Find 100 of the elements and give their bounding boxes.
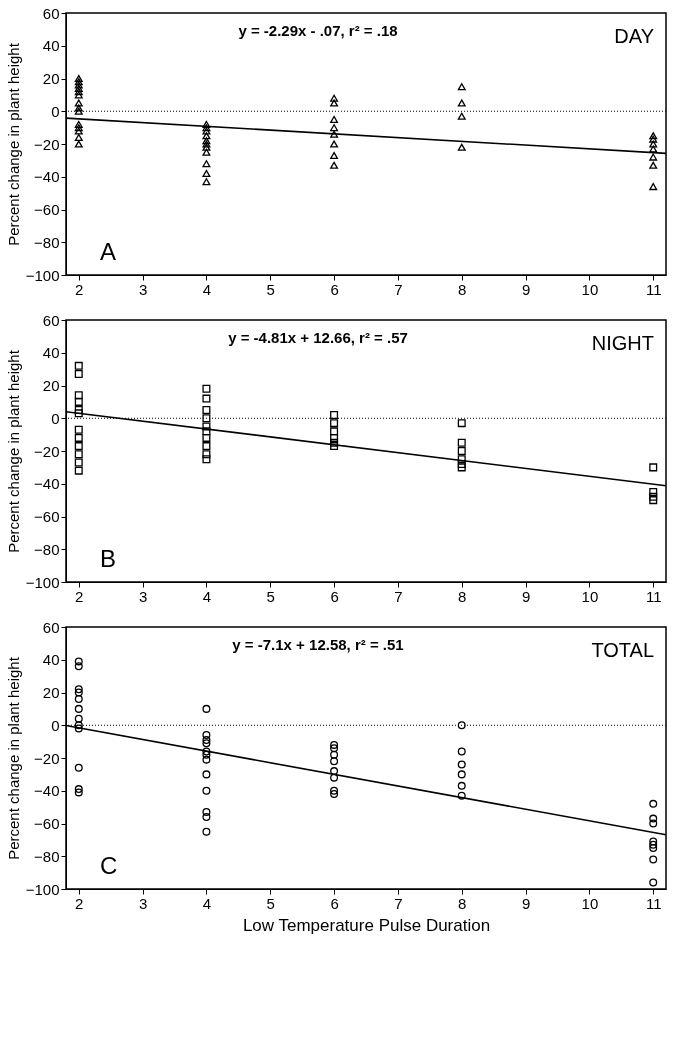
point	[649, 819, 658, 828]
x-tick-label: 10	[581, 587, 599, 605]
x-tick-label: 4	[202, 587, 212, 605]
point	[202, 124, 211, 132]
point	[649, 814, 658, 823]
x-tick-label: 3	[138, 587, 148, 605]
y-tick-label: −100	[25, 266, 60, 284]
point	[649, 135, 658, 143]
x-tick-label: 3	[138, 280, 148, 298]
point	[74, 763, 83, 772]
point	[74, 425, 83, 434]
point	[74, 133, 83, 141]
point	[649, 183, 658, 191]
y-tick-label: −20	[34, 749, 60, 767]
point	[330, 790, 339, 799]
point	[457, 463, 466, 472]
point	[649, 145, 658, 153]
point	[74, 370, 83, 379]
y-axis-title: Percent change in plant height	[4, 42, 22, 246]
point	[202, 812, 211, 821]
y-tick-label: 0	[51, 716, 60, 734]
x-tick-label: 7	[394, 894, 403, 912]
point	[649, 840, 658, 849]
point	[649, 496, 658, 505]
point	[202, 120, 211, 128]
point	[330, 115, 339, 123]
y-tick-label: 0	[51, 409, 60, 427]
y-tick-label: 20	[42, 377, 60, 394]
point	[457, 781, 466, 790]
point	[202, 414, 211, 423]
y-tick-label: −60	[34, 508, 60, 525]
annotation: B	[100, 545, 117, 572]
annotation: y = -4.81x + 12.66, r² = .57	[228, 329, 408, 346]
x-tick-label: 10	[581, 894, 599, 912]
x-tick-label: 6	[330, 894, 339, 912]
point	[74, 107, 83, 115]
point	[330, 740, 339, 749]
point	[74, 409, 83, 418]
point	[649, 153, 658, 161]
point	[330, 130, 339, 138]
point	[74, 785, 83, 794]
y-tick-label: −40	[34, 475, 60, 493]
point	[74, 724, 83, 733]
point	[457, 143, 466, 151]
y-tick-label: 40	[42, 37, 60, 55]
point	[330, 750, 339, 759]
point	[330, 433, 339, 442]
annotation: DAY	[614, 25, 654, 47]
point	[74, 714, 83, 723]
point	[330, 757, 339, 766]
y-tick-label: −60	[34, 815, 60, 832]
x-tick-label: 4	[202, 280, 212, 298]
point	[649, 878, 658, 887]
point	[330, 161, 339, 169]
point	[649, 487, 658, 496]
y-tick-label: 20	[42, 684, 60, 701]
point	[74, 78, 83, 86]
point	[202, 755, 211, 764]
point	[330, 94, 339, 102]
x-tick-label: 6	[330, 587, 339, 605]
point	[330, 99, 339, 107]
point	[74, 81, 83, 89]
annotation: NIGHT	[591, 332, 654, 354]
point	[457, 791, 466, 800]
point	[330, 744, 339, 753]
annotation: A	[100, 238, 117, 265]
x-tick-label: 6	[330, 280, 339, 298]
point	[457, 721, 466, 730]
point	[649, 463, 658, 472]
point	[202, 442, 211, 451]
x-tick-label: 5	[266, 587, 275, 605]
y-tick-label: −100	[25, 573, 60, 591]
point	[649, 844, 658, 853]
annotation: TOTAL	[591, 639, 654, 661]
point	[202, 786, 211, 795]
point	[202, 770, 211, 779]
point	[74, 688, 83, 697]
point	[202, 731, 211, 740]
point	[457, 112, 466, 120]
point	[202, 455, 211, 464]
point	[330, 442, 339, 451]
annotation: C	[100, 852, 118, 879]
point	[457, 447, 466, 455]
point	[74, 458, 83, 467]
x-tick-label: 4	[202, 894, 212, 912]
point	[202, 450, 211, 459]
x-axis-title: Low Temperature Pulse Duration	[242, 915, 491, 935]
y-axis-title: Percent change in plant height	[4, 349, 22, 553]
x-tick-label: 8	[458, 894, 467, 912]
point	[649, 855, 658, 864]
x-tick-label: 7	[394, 280, 403, 298]
point	[74, 391, 83, 400]
point	[330, 773, 339, 782]
point	[649, 161, 658, 169]
point	[74, 99, 83, 107]
point	[202, 704, 211, 713]
point	[202, 747, 211, 756]
point	[649, 140, 658, 148]
point	[330, 419, 339, 428]
x-tick-label: 2	[75, 894, 84, 912]
